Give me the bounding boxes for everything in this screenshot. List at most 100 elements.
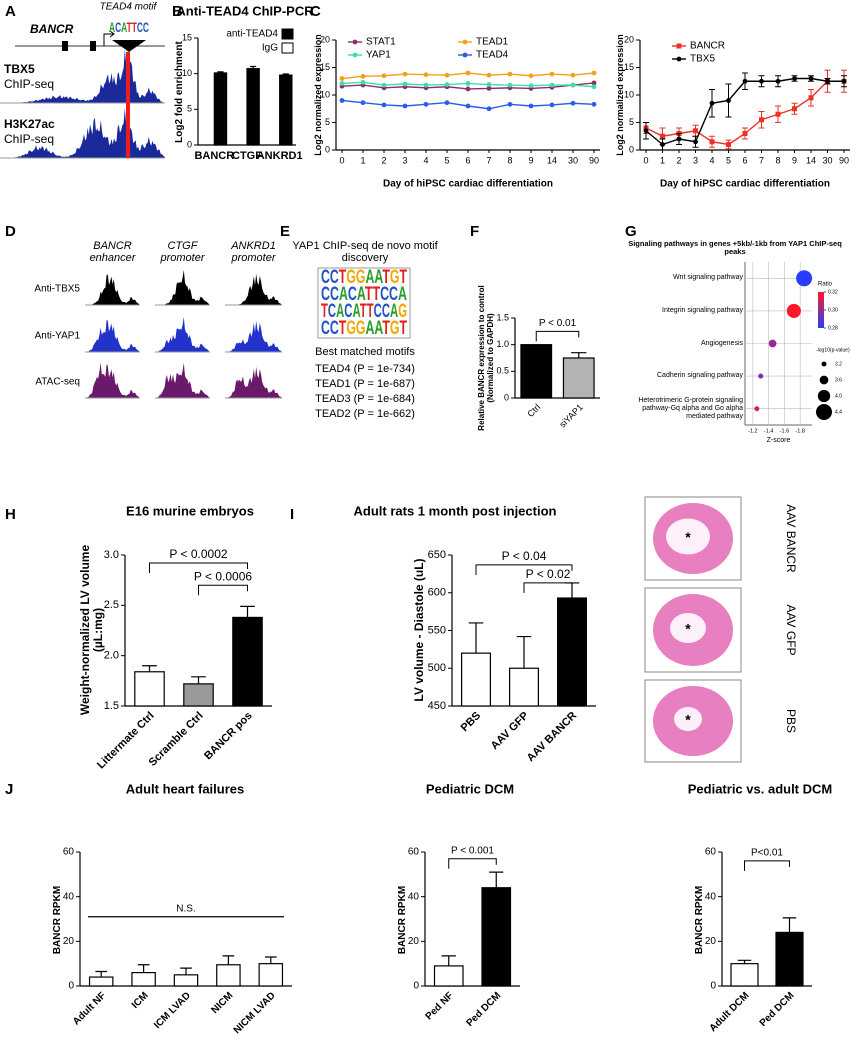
y-tick-label: 0 [325, 144, 330, 154]
signal-track [225, 320, 282, 352]
marker [486, 82, 492, 87]
bar [173, 974, 199, 987]
legend-title: Ratio [818, 282, 833, 288]
marker [693, 128, 698, 134]
marker [402, 103, 408, 109]
x-tick-label: CTGF [232, 150, 262, 162]
annotation: P<0.01 [751, 848, 783, 859]
marker [360, 100, 366, 106]
color-tick-label: 0.32 [828, 289, 838, 295]
marker [528, 103, 534, 109]
marker [486, 106, 492, 112]
y-tick-label: 60 [408, 847, 420, 858]
y-tick-label: 60 [705, 847, 717, 858]
marker [360, 73, 366, 79]
panel-label: B [172, 3, 183, 20]
marker [465, 86, 471, 92]
x-tick-label: 90 [839, 155, 849, 165]
marker [808, 76, 814, 81]
x-tick-label: 0 [643, 155, 648, 165]
marker [381, 73, 387, 79]
motif-logo: CCTGGAATGT [321, 267, 407, 288]
y-axis-label: Log2 normalized expression [614, 34, 625, 156]
x-tick-label: 6 [742, 155, 747, 165]
marker [465, 81, 471, 86]
y-axis-label-box: BANCR RPKM [397, 886, 408, 954]
legend-swatch [281, 28, 294, 40]
error-bar [468, 622, 484, 654]
size-key [816, 404, 832, 420]
y-axis-label-box: BANCR RPKM [52, 886, 63, 954]
y-tick-label: 500 [428, 662, 446, 674]
row-label: ATAC-seq [35, 377, 80, 388]
panel-label: J [5, 781, 13, 798]
motif-logo: TCACATTCCAG [321, 301, 407, 322]
y-tick-label: 60 [63, 847, 75, 858]
panel-label: E [280, 223, 290, 240]
x-tick-label: -1.4 [764, 428, 773, 434]
y-tick-label: Angiogenesis [700, 339, 743, 347]
marker [660, 133, 665, 139]
legend-label: IgG [262, 43, 278, 54]
y-axis-label: Weight-normalized LV volume (µL:mg) [77, 544, 105, 716]
cavity-marker: * [685, 621, 691, 637]
histology-label: PBS [784, 709, 798, 733]
track-assay: ChIP-seq [4, 77, 54, 91]
x-tick-label: 14 [547, 155, 557, 165]
y-axis-label-box: Relative BANCR expression to control (No… [477, 285, 495, 430]
signal-track [0, 108, 165, 158]
bar [461, 652, 492, 707]
marker [528, 83, 534, 89]
motif-logo: CCTGGAATGT [321, 318, 407, 339]
x-tick-label: 3 [402, 155, 407, 165]
motif-letter: T [360, 301, 367, 322]
legend-swatch [281, 42, 294, 54]
signal-track [85, 362, 140, 398]
motif-letter: T [365, 284, 373, 305]
significance-bracket [744, 860, 790, 871]
x-tick-label: 7 [486, 155, 491, 165]
motif-letter: G [356, 318, 366, 339]
y-axis-label-box: LV volume - Diastole (uL) [412, 558, 426, 701]
motif-logo: CCACATTCCA [321, 284, 407, 305]
marker [775, 78, 781, 84]
motif-letter: C [143, 19, 149, 35]
legend-label: TBX5 [690, 54, 715, 65]
x-tick-label: 1 [660, 155, 665, 165]
annotation: P < 0.0006 [194, 569, 252, 583]
legend-label: anti-TEAD4 [226, 29, 278, 40]
marker [591, 84, 597, 90]
size-tick-label: 4.0 [835, 393, 842, 399]
marker [402, 81, 408, 87]
bar [433, 965, 464, 987]
legend-label: TEAD1 [476, 37, 509, 48]
column-header-box: BANCR enhancer [90, 240, 136, 264]
marker [465, 103, 471, 109]
error-bar [95, 970, 108, 978]
chart-title-box: Signaling pathways in genes +5kb/-1kb fr… [628, 239, 842, 256]
marker [570, 72, 576, 78]
y-tick-label: 600 [428, 587, 446, 599]
y-tick-label: 20 [705, 936, 717, 947]
x-tick-label: 2 [676, 155, 681, 165]
bar [183, 683, 214, 707]
y-tick-label-box: Cadherin signaling pathway [657, 372, 743, 379]
marker [792, 106, 797, 112]
error-bar [737, 959, 752, 964]
y-tick-label: 1.5 [104, 700, 119, 712]
motif-letter: G [356, 267, 366, 288]
color-tick-label: 0.30 [828, 307, 838, 313]
panel-title-box: YAP1 ChIP-seq de novo motif discovery [292, 240, 437, 264]
y-tick-label: 10 [320, 89, 330, 99]
color-bar [818, 292, 824, 328]
marker [465, 70, 471, 76]
panel-label: A [5, 3, 16, 20]
marker [808, 95, 814, 101]
annotation: P < 0.01 [539, 318, 577, 329]
x-tick-label: 5 [444, 155, 449, 165]
x-tick-label: 5 [726, 155, 731, 165]
error-bar [516, 635, 532, 669]
motif-letter: G [398, 301, 407, 322]
error-bar [240, 605, 255, 618]
motif-letter: A [374, 267, 383, 288]
